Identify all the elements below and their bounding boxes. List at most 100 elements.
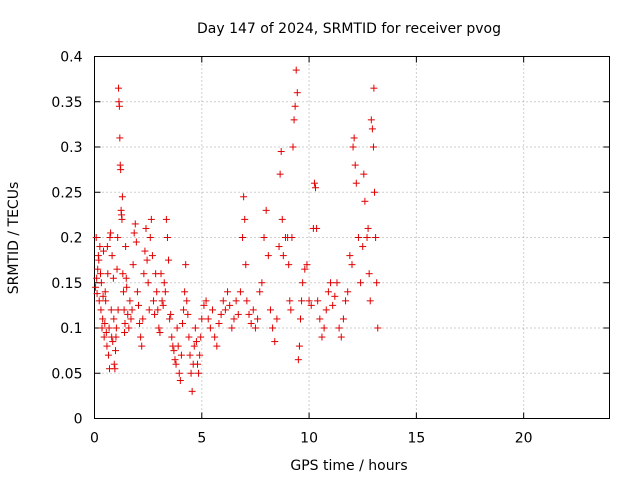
- data-point: [120, 306, 128, 314]
- data-point: [303, 261, 311, 269]
- data-point: [181, 288, 189, 296]
- y-tick-label: 0.1: [60, 321, 82, 337]
- data-point: [124, 310, 132, 318]
- data-point: [158, 297, 166, 305]
- data-point: [129, 261, 137, 269]
- data-point: [236, 288, 244, 296]
- data-point: [314, 297, 322, 305]
- data-point: [226, 301, 234, 309]
- data-point: [368, 125, 376, 133]
- y-tick-label: 0.25: [51, 185, 82, 201]
- data-point: [93, 290, 101, 298]
- data-point: [182, 261, 190, 269]
- data-point: [147, 215, 155, 223]
- ticks-layer: 0 5 10 15 20 0 0.05 0.1 0.15 0.2 0.25 0.3 0.35 0.4: [51, 50, 610, 447]
- data-point: [221, 306, 229, 314]
- x-tick-label: 5: [197, 431, 206, 447]
- data-point: [126, 297, 134, 305]
- data-point: [241, 215, 249, 223]
- data-point: [145, 306, 153, 314]
- data-point: [170, 347, 178, 355]
- data-point: [107, 306, 115, 314]
- data-point: [119, 288, 127, 296]
- x-axis-label: GPS time / hours: [290, 458, 407, 474]
- data-point: [211, 333, 219, 341]
- data-point: [299, 279, 307, 287]
- data-point: [364, 224, 372, 232]
- data-point: [178, 319, 186, 327]
- data-point: [232, 297, 240, 305]
- y-tick-label: 0: [74, 412, 83, 428]
- data-point: [366, 297, 374, 305]
- data-point: [337, 333, 345, 341]
- data-point: [287, 306, 295, 314]
- data-point: [188, 387, 196, 395]
- data-point: [106, 234, 114, 241]
- data-point: [172, 360, 180, 368]
- data-point: [372, 234, 380, 241]
- data-point: [197, 333, 205, 341]
- data-point: [194, 360, 201, 368]
- data-point: [234, 310, 242, 318]
- x-tick-label: 15: [407, 431, 425, 447]
- data-point: [273, 315, 281, 323]
- data-point: [97, 270, 105, 278]
- data-point: [293, 89, 301, 97]
- data-point: [279, 252, 287, 260]
- data-point: [200, 301, 208, 309]
- data-point: [365, 270, 373, 278]
- data-point: [243, 297, 251, 305]
- data-point: [114, 234, 122, 241]
- data-point: [130, 229, 138, 237]
- data-point: [318, 333, 326, 341]
- data-point: [195, 369, 203, 377]
- data-point: [192, 338, 200, 346]
- y-tick-label: 0.05: [51, 366, 82, 382]
- data-point: [219, 297, 227, 305]
- data-point: [142, 224, 150, 232]
- data-point: [122, 274, 130, 282]
- data-point: [166, 315, 174, 323]
- data-point: [141, 247, 149, 255]
- data-point: [324, 288, 332, 296]
- data-point: [95, 256, 103, 264]
- data-point: [301, 265, 309, 273]
- data-point: [99, 292, 107, 300]
- data-point: [224, 288, 232, 296]
- data-point: [360, 170, 368, 178]
- data-point: [342, 297, 350, 305]
- grid-layer: [94, 56, 610, 419]
- y-tick-label: 0.2: [60, 231, 82, 247]
- data-point: [121, 319, 129, 327]
- data-point: [242, 261, 250, 269]
- data-point: [98, 324, 106, 332]
- data-point: [271, 338, 279, 346]
- data-point: [118, 193, 126, 201]
- data-point: [245, 310, 253, 318]
- data-point: [115, 102, 123, 110]
- data-point: [132, 238, 140, 246]
- data-point: [171, 356, 179, 364]
- data-point: [146, 234, 154, 241]
- data-point: [204, 315, 212, 323]
- data-point: [190, 342, 198, 350]
- data-point: [109, 274, 117, 282]
- data-point: [121, 329, 129, 337]
- data-point: [156, 329, 164, 337]
- data-point: [157, 270, 165, 278]
- x-tick-label: 20: [515, 431, 533, 447]
- data-point: [213, 342, 221, 350]
- data-point: [139, 315, 147, 323]
- data-point: [335, 324, 343, 332]
- data-point: [258, 279, 266, 287]
- data-point: [100, 247, 108, 255]
- y-tick-label: 0.3: [60, 140, 82, 156]
- data-point: [138, 342, 146, 350]
- data-point: [185, 333, 193, 341]
- data-point: [94, 265, 102, 273]
- data-point: [191, 324, 199, 332]
- data-point: [262, 206, 270, 214]
- y-tick-label: 0.4: [60, 50, 82, 66]
- data-point: [96, 243, 104, 251]
- data-point: [275, 243, 283, 251]
